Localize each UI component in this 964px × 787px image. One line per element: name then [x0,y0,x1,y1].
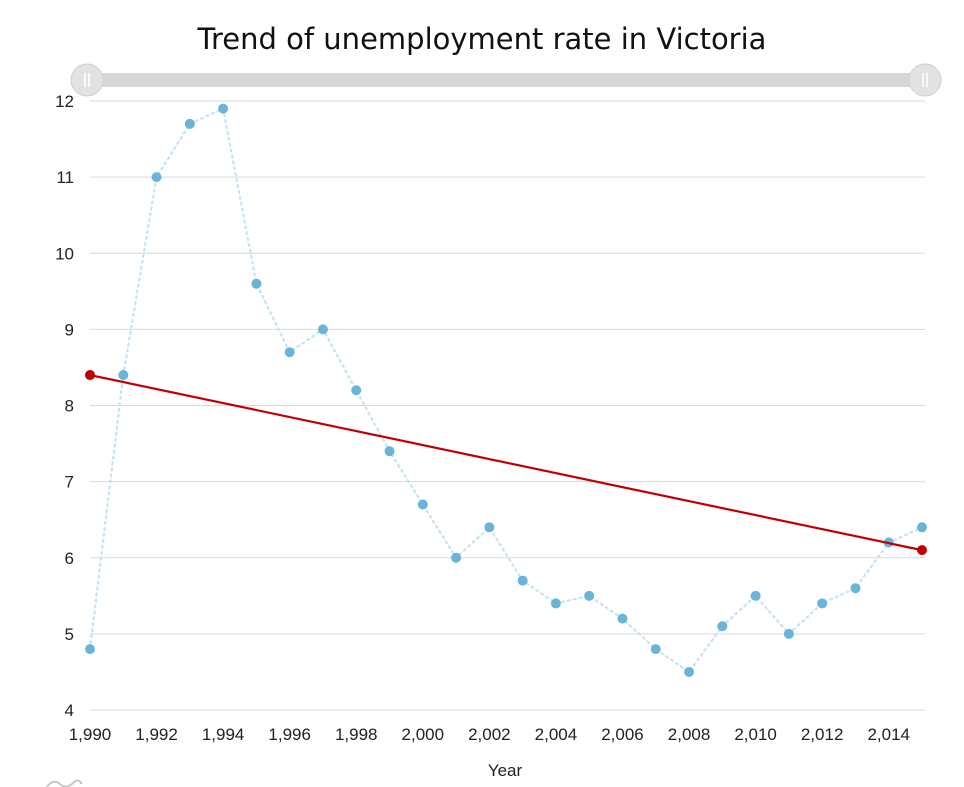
x-tick-label: 2,006 [601,725,644,744]
y-axis: 4 5 6 7 8 9 10 11 12 [55,92,74,720]
range-slider-right-handle[interactable] [908,63,942,97]
data-point[interactable] [85,644,95,655]
data-point[interactable] [118,370,129,381]
data-point[interactable] [284,347,295,358]
x-tick-label: 2,010 [734,725,777,744]
data-point[interactable] [317,324,328,335]
series-line [88,107,924,674]
data-point[interactable] [417,499,428,510]
data-point[interactable] [650,644,661,655]
range-slider[interactable] [70,63,942,97]
data-point[interactable] [384,446,395,457]
x-tick-label: 2,008 [668,725,711,744]
data-point[interactable] [584,590,595,601]
x-tick-label: 1,994 [202,725,245,744]
y-tick-label: 11 [56,168,74,187]
loading-wave-icon [45,779,83,787]
x-axis: 1,990 1,992 1,994 1,996 1,998 2,000 2,002 2,004… [69,725,910,744]
x-tick-label: 2,004 [535,725,578,744]
range-slider-track[interactable] [86,73,926,87]
trend-point[interactable] [85,370,95,381]
gridlines [90,100,925,711]
data-point[interactable] [783,628,794,639]
data-point[interactable] [684,666,695,677]
data-point[interactable] [184,118,195,129]
x-tick-label: 1,996 [268,725,311,744]
data-point[interactable] [850,583,861,594]
data-point[interactable] [617,613,628,624]
chart-title: Trend of unemployment rate in Victoria [197,22,767,56]
data-point[interactable] [351,385,362,396]
trend-point[interactable] [917,545,927,556]
x-axis-title: Year [488,761,523,780]
data-point[interactable] [750,590,761,601]
data-point[interactable] [451,552,462,563]
y-tick-label: 7 [65,473,74,492]
x-tick-label: 1,998 [335,725,378,744]
y-tick-label: 5 [65,625,74,644]
data-point[interactable] [517,575,528,586]
data-point[interactable] [717,621,728,632]
data-point[interactable] [917,522,927,533]
y-tick-label: 8 [65,397,74,416]
y-tick-label: 9 [65,320,74,339]
series-1 [85,370,927,556]
y-tick-label: 12 [55,92,74,111]
series-0 [85,103,927,677]
x-tick-label: 2,014 [867,725,910,744]
y-tick-label: 6 [65,549,74,568]
data-point[interactable] [151,172,162,183]
data-point[interactable] [817,598,828,609]
data-point[interactable] [251,278,262,289]
data-point[interactable] [484,522,495,533]
x-tick-label: 1,990 [69,725,112,744]
y-tick-label: 10 [55,244,74,263]
range-slider-left-handle[interactable] [70,63,104,97]
x-tick-label: 2,012 [801,725,844,744]
y-tick-label: 4 [65,701,74,720]
trend-line [89,373,923,552]
x-tick-label: 2,000 [402,725,445,744]
data-point[interactable] [218,103,229,114]
x-tick-label: 2,002 [468,725,511,744]
series-layer [85,103,927,677]
data-point[interactable] [550,598,561,609]
x-tick-label: 1,992 [135,725,178,744]
